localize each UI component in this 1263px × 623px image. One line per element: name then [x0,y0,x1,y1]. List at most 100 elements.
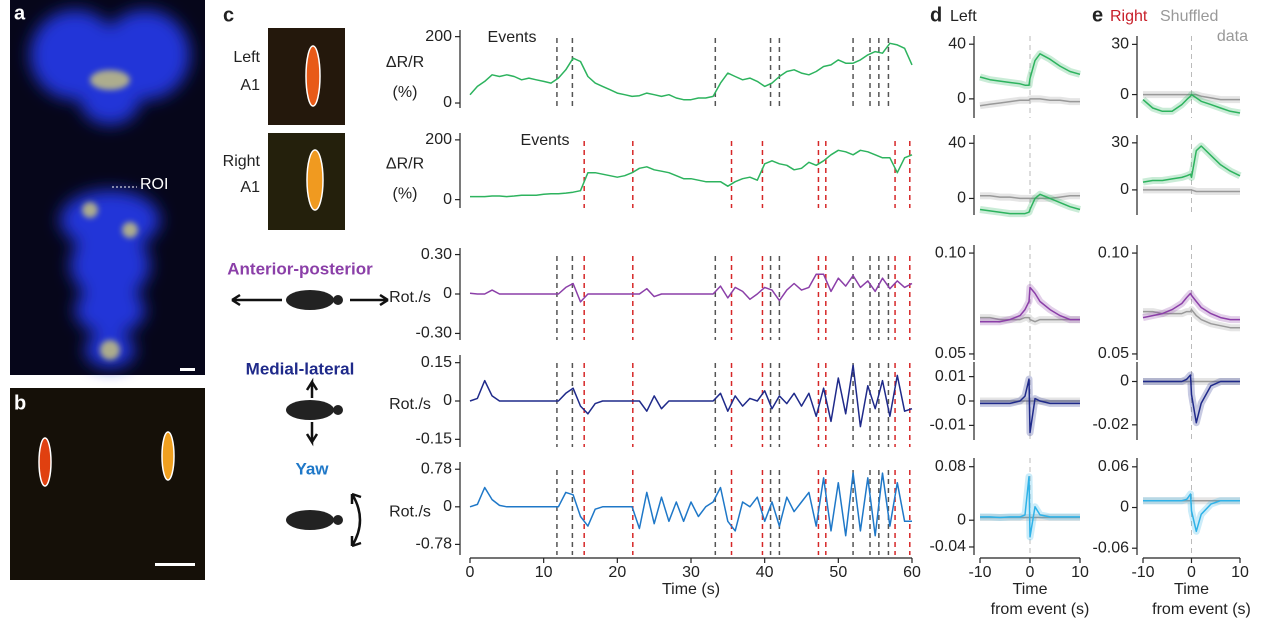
series-line [980,194,1080,200]
y-tick-label: 0.10 [1098,244,1129,261]
y-tick-label: 30 [1111,134,1129,151]
panel-label: e [1092,4,1103,26]
y-axis-label: (%) [393,84,418,101]
y-axis-label: Rot./s [389,504,431,521]
y-tick-label: 0 [443,285,452,302]
y-tick-label: 0 [443,392,452,409]
x-tick-label: 60 [903,564,921,581]
y-tick-label: -0.30 [416,325,453,342]
x-axis-label: from event (s) [1152,601,1251,618]
y-tick-label: 0.05 [1098,345,1129,362]
series-line [470,149,913,198]
y-tick-label: 0 [1120,373,1129,390]
x-tick-label: -10 [1131,564,1154,581]
x-tick-label: 0 [466,564,475,581]
y-tick-label: 0 [957,190,966,207]
y-tick-label: 0 [443,191,452,208]
y-tick-label: -0.06 [1093,539,1130,556]
panel-label: a [14,2,26,24]
panel-label: c [223,4,234,26]
y-axis-label: ΔR/R [386,54,424,71]
panel-label: b [14,392,26,414]
y-axis-label: Rot./s [389,396,431,413]
shuffled-label: Shuffled [1160,8,1218,25]
image-label: Right [223,153,261,170]
roi-label: ROI [140,176,168,193]
x-axis-label: Time (s) [662,581,720,598]
y-tick-label: 0 [1120,499,1129,516]
series-line [980,475,1080,538]
y-tick-label: -0.15 [416,431,453,448]
series-line [980,286,1080,323]
y-tick-label: 0.01 [935,368,966,385]
panel-title: Left [950,8,977,25]
series-line [1142,93,1241,114]
x-axis-label: Time [1013,581,1048,598]
series-line [1142,292,1240,321]
series-line [469,273,913,303]
x-tick-label: 10 [535,564,553,581]
y-tick-label: 0 [443,498,452,515]
x-tick-label: -10 [968,564,991,581]
x-axis-label: Time [1174,581,1209,598]
series-line [469,42,913,101]
x-axis-label: from event (s) [991,601,1090,618]
image-label: A1 [240,179,260,196]
y-tick-label: 40 [948,134,966,151]
y-axis-label: ΔR/R [386,156,424,173]
y-tick-label: 40 [948,35,966,52]
behavior-label: Anterior-posterior [227,259,373,278]
panel-title: Right [1110,8,1148,25]
y-tick-label: 0.10 [935,244,966,261]
x-tick-label: 40 [756,564,774,581]
y-tick-label: 0.06 [1098,458,1129,475]
y-tick-label: 0 [957,511,966,528]
y-tick-label: -0.01 [930,417,967,434]
y-tick-label: 0 [1120,86,1129,103]
image-label: A1 [240,77,260,94]
image-a [10,0,205,375]
y-axis-label: Rot./s [389,289,431,306]
y-axis-label: (%) [393,186,418,203]
shuffled-label: data [1217,28,1248,45]
y-tick-label: 0.30 [421,246,452,263]
x-tick-label: 20 [608,564,626,581]
x-tick-label: 30 [682,564,700,581]
y-tick-label: 0 [957,90,966,107]
events-label: Events [521,132,570,149]
y-tick-label: 0.78 [421,460,452,477]
series-line [1143,493,1240,533]
series-line [1142,145,1241,183]
series-line [979,53,1081,86]
beetle-icons [231,290,389,548]
x-tick-label: 50 [829,564,847,581]
series-line [469,472,912,537]
panel-label: d [930,4,942,26]
x-tick-label: 0 [1187,564,1196,581]
events-label: Events [488,29,537,46]
series-line [979,193,1081,215]
y-tick-label: -0.78 [416,536,453,553]
behavior-label: Yaw [295,459,329,478]
y-tick-label: 30 [1111,36,1129,53]
image-left-a1 [268,28,345,125]
y-tick-label: 0.15 [421,354,452,371]
x-tick-label: 10 [1071,564,1089,581]
behavior-label: Medial-lateral [246,359,355,378]
series-line [979,98,1080,107]
series-line [1143,189,1240,193]
image-right-a1 [268,133,345,230]
y-tick-label: 0.05 [935,345,966,362]
y-tick-label: -0.04 [930,538,967,555]
series-line [980,316,1080,323]
image-b [10,388,205,580]
y-tick-label: 0.08 [935,458,966,475]
image-label: Left [233,49,260,66]
x-tick-label: 10 [1231,564,1249,581]
y-tick-label: 0 [957,392,966,409]
series-line [980,378,1080,434]
y-tick-label: 200 [425,131,452,148]
y-tick-label: -0.02 [1093,416,1130,433]
y-tick-label: 200 [425,28,452,45]
